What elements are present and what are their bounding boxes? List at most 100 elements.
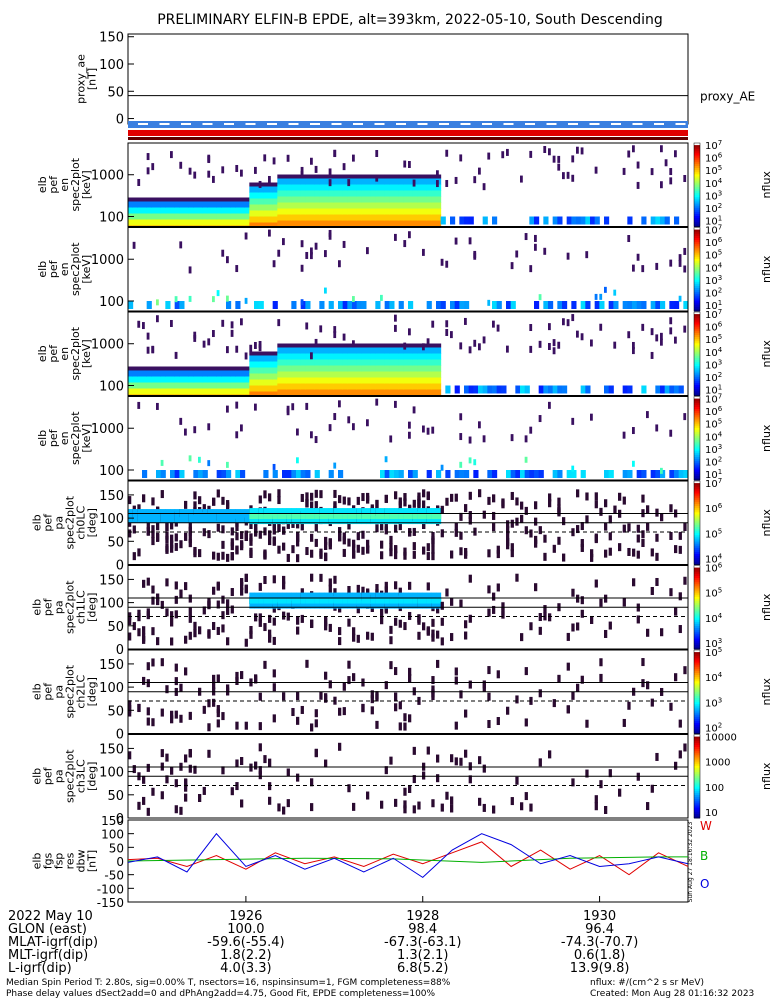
spectrogram-cell <box>300 220 306 227</box>
spectrogram-cell <box>664 385 670 394</box>
spectrogram-cell <box>188 266 192 274</box>
spectrogram-cell <box>641 301 647 309</box>
spectrogram-cell <box>454 176 458 184</box>
colorbar-segment <box>694 155 700 159</box>
spectrogram-cell <box>380 365 386 372</box>
spectrogram-cell <box>226 295 229 302</box>
spectrogram-cell <box>263 361 269 368</box>
colorbar-segment <box>694 347 700 351</box>
spectrogram-cell <box>380 220 386 227</box>
colorbar-segment <box>694 592 700 596</box>
spectrogram-cell <box>310 533 314 542</box>
spectrogram-cell <box>384 365 390 372</box>
spectrogram-cell <box>403 383 409 390</box>
spectrogram-cell <box>160 470 166 478</box>
spectrogram-cell <box>342 377 348 384</box>
colorbar-segment <box>694 780 700 784</box>
spectrogram-cell <box>384 208 390 215</box>
spectrogram-cell <box>412 406 416 414</box>
colorbar-segment <box>694 623 700 627</box>
spectrogram-cell <box>282 597 288 604</box>
spectrogram-cell <box>398 383 404 390</box>
spectrogram-cell <box>524 435 528 443</box>
spectrogram-cell <box>576 489 580 498</box>
spectrogram-frame <box>127 565 689 650</box>
spectrogram-cell <box>412 542 416 551</box>
magnetometer-panel: 150100500-50-100-150WBOelbfgsfspresdbw[n… <box>31 814 713 910</box>
spectrogram-cell <box>487 299 491 306</box>
colorbar-tick: 106 <box>705 405 723 418</box>
spectrogram-cell <box>394 703 398 712</box>
spectrogram-cell <box>431 689 435 698</box>
spectrogram-cell <box>436 353 442 360</box>
spectrogram-cell <box>342 347 348 354</box>
spectrogram-cell <box>146 370 152 377</box>
spectrogram-cell <box>361 493 365 502</box>
spectrogram-cell <box>170 366 176 371</box>
spectrogram-cell <box>314 338 318 346</box>
spectrogram-cell <box>408 343 414 348</box>
spectrogram-cell <box>398 587 402 596</box>
spectrogram-cell <box>296 538 300 547</box>
spectrogram-cell <box>674 470 680 478</box>
spectrogram-cell <box>137 207 143 214</box>
spectrogram-cell <box>678 592 682 601</box>
spectrogram-cell <box>333 343 339 348</box>
spectrogram-cell <box>408 353 414 360</box>
spectrogram-cell <box>594 216 600 225</box>
spectrogram-cell <box>384 359 390 366</box>
spectrogram-cell <box>240 388 246 395</box>
spectrogram-cell <box>174 219 180 226</box>
colorbar-segment <box>694 250 700 254</box>
spectrogram-ylabel-line: spec2plot <box>64 664 77 718</box>
mag-ytick-label: 150 <box>101 814 124 828</box>
spectrogram-frame <box>127 311 689 396</box>
spectrogram-cell <box>137 509 143 524</box>
spectrogram-cell <box>272 216 278 223</box>
spectrogram-cell <box>230 376 236 383</box>
spectrogram-cell <box>342 174 348 179</box>
spectrogram-cell <box>436 180 439 188</box>
mag-ytick-label: -150 <box>97 896 124 910</box>
spectrogram-cell <box>431 597 437 604</box>
spectrogram-cell <box>454 237 458 245</box>
status-bar-tick <box>310 123 320 125</box>
spectrogram-cell <box>510 491 514 500</box>
spectrogram-cell <box>403 377 409 384</box>
spectrogram-ylabel-line: spec2plot <box>69 242 82 296</box>
spectrogram-cell <box>272 182 278 187</box>
spectrogram-cell <box>352 296 355 303</box>
spectrogram-cell <box>221 496 225 505</box>
colorbar-segment <box>694 650 700 653</box>
mag-legend-w: W <box>700 819 712 833</box>
spectrogram-cell <box>650 470 656 478</box>
spectrogram-ytick-label: 50 <box>107 620 124 635</box>
spectrogram-cell <box>137 388 143 395</box>
spectrogram-cell <box>160 213 166 220</box>
spectrogram-ytick-label: 50 <box>107 704 124 719</box>
mag-legend-o: O <box>700 877 709 891</box>
spectrogram-cell <box>282 575 286 584</box>
colorbar-segment <box>694 729 700 732</box>
spectrogram-cell <box>440 637 444 646</box>
spectrogram-cell <box>286 597 292 604</box>
colorbar-tick: 105 <box>705 333 722 346</box>
spectrogram-cell <box>352 353 358 360</box>
spectrogram-cell <box>520 514 524 523</box>
spectrogram-cell <box>389 184 395 191</box>
spectrogram-cell <box>403 347 409 354</box>
spectrogram-cell <box>151 530 155 539</box>
spectrogram-cell <box>277 365 283 372</box>
spectrogram-cell <box>534 517 538 526</box>
spectrogram-ytick-label: 50 <box>107 535 124 550</box>
spectrogram-cell <box>403 389 409 396</box>
spectrogram-cell <box>235 382 241 389</box>
spectrogram-cell <box>305 251 309 259</box>
spectrogram-cell <box>338 220 344 227</box>
spectrogram-cell <box>380 347 386 354</box>
spectrogram-cell <box>431 343 437 348</box>
spectrogram-cell <box>156 219 162 226</box>
spectrogram-cell <box>627 701 631 710</box>
spectrogram-cell <box>300 208 306 215</box>
colorbar-segment <box>694 246 700 249</box>
